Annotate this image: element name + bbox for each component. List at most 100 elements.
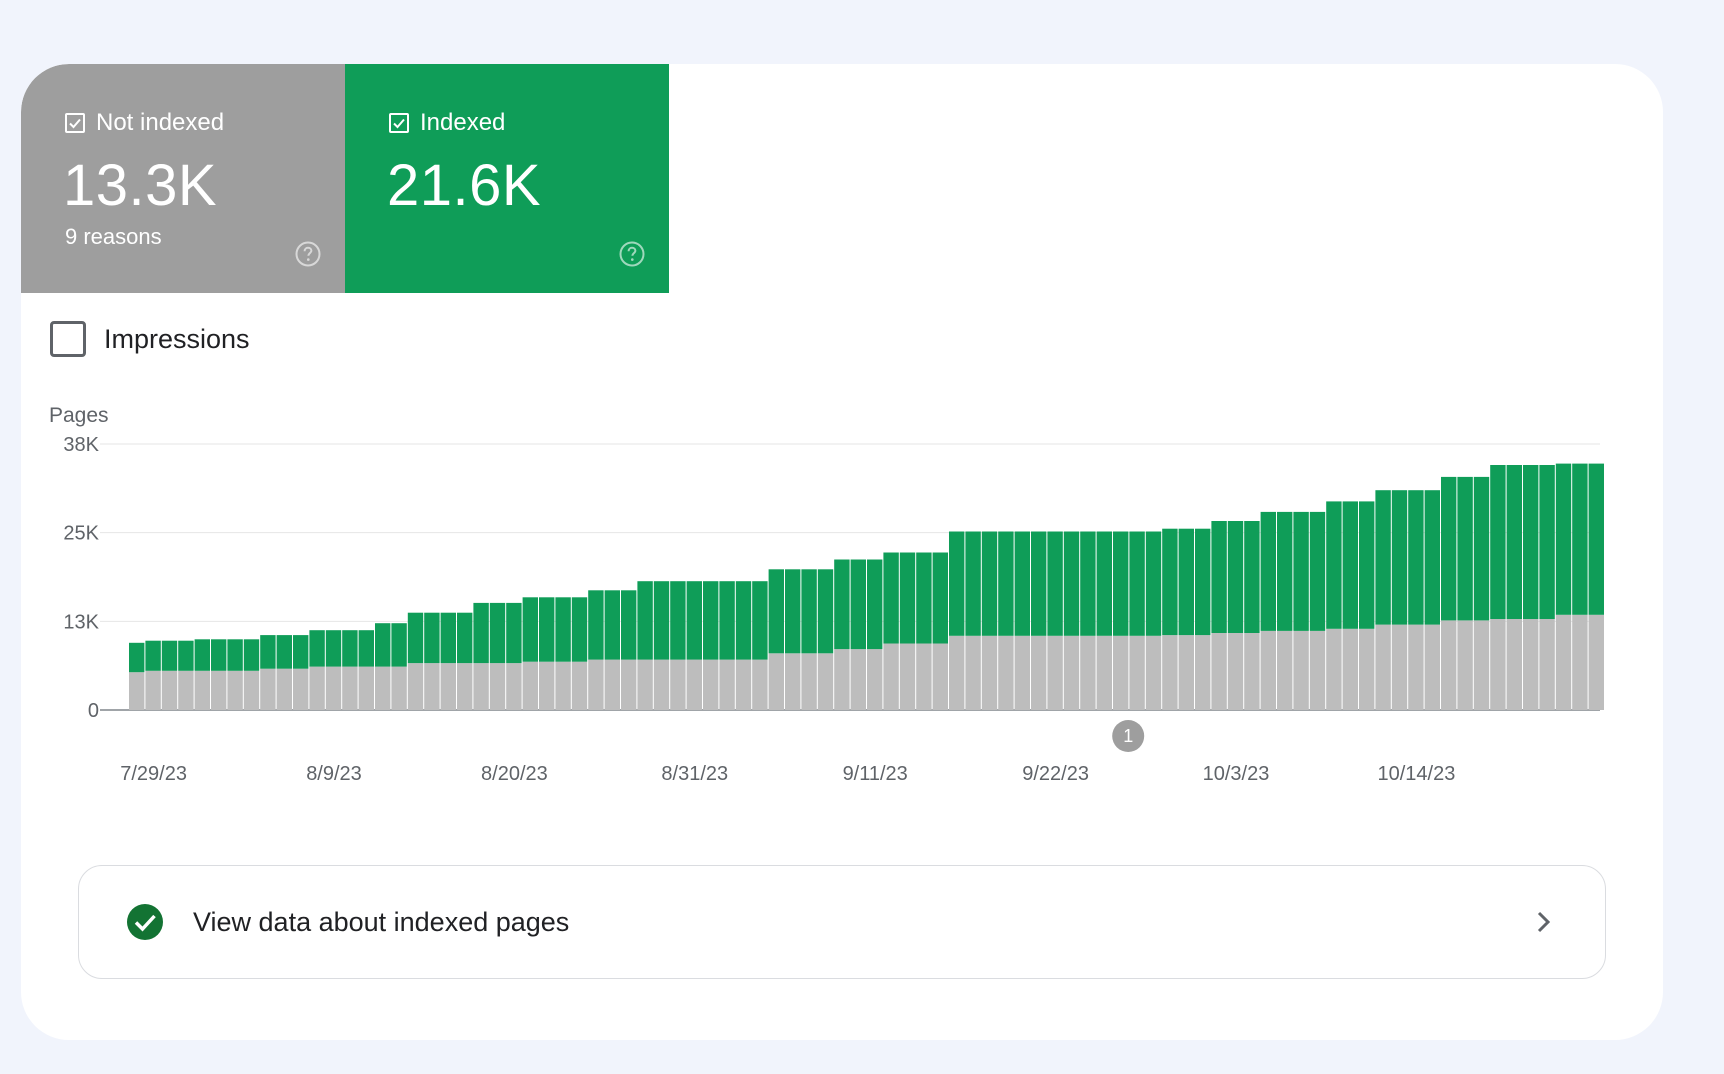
bar-not-indexed — [1309, 630, 1326, 710]
bar-not-indexed — [850, 649, 866, 710]
bar-not-indexed — [768, 653, 784, 710]
bar-not-indexed — [1342, 628, 1358, 710]
x-tick-label: 9/11/23 — [843, 763, 908, 785]
bar-not-indexed — [1080, 635, 1096, 710]
bar-indexed — [719, 581, 735, 660]
bar-not-indexed — [1326, 628, 1342, 710]
bar-indexed — [1145, 531, 1162, 636]
bar-not-indexed — [260, 668, 276, 710]
bar-indexed — [1178, 528, 1194, 636]
bar-not-indexed — [1145, 635, 1162, 710]
bar-indexed — [227, 639, 243, 671]
bar-indexed — [621, 590, 637, 660]
bar-not-indexed — [916, 643, 932, 710]
bar-indexed — [1375, 490, 1391, 625]
bar-not-indexed — [703, 659, 719, 710]
bar-indexed — [1080, 531, 1096, 636]
impressions-toggle[interactable]: Impressions — [50, 321, 250, 357]
bar-not-indexed — [391, 666, 407, 710]
bar-indexed — [1309, 511, 1326, 631]
bar-indexed — [473, 602, 489, 664]
bar-indexed — [1359, 501, 1375, 629]
view-indexed-pages-label: View data about indexed pages — [193, 906, 570, 937]
bar-indexed — [1424, 490, 1440, 625]
bar-indexed — [1211, 521, 1227, 633]
bar-indexed — [440, 612, 456, 664]
view-indexed-pages-link[interactable]: View data about indexed pages — [78, 865, 1606, 979]
bar-not-indexed — [539, 661, 555, 710]
bar-indexed — [932, 552, 948, 644]
bar-indexed — [1047, 531, 1063, 636]
annotation-marker[interactable]: 1 — [1112, 720, 1145, 752]
indexed-checkbox[interactable] — [389, 113, 409, 133]
bar-indexed — [1391, 490, 1408, 625]
bar-not-indexed — [178, 670, 194, 710]
bar-indexed — [735, 581, 752, 660]
bar-indexed — [588, 590, 604, 660]
bar-not-indexed — [1195, 635, 1211, 710]
bar-indexed — [1408, 490, 1424, 625]
pages-chart: Pages 0 13K 25K 38K 7/29/23 8/9/23 8/20/23 8/3… — [49, 404, 1604, 785]
bar-not-indexed — [1063, 635, 1080, 710]
bar-not-indexed — [588, 659, 604, 710]
bar-not-indexed — [670, 659, 686, 710]
help-icon[interactable] — [619, 241, 645, 267]
indexed-label: Indexed — [420, 109, 506, 136]
bar-indexed — [899, 552, 916, 644]
not-indexed-header: Not indexed — [65, 109, 224, 137]
bar-indexed — [1326, 501, 1342, 629]
bar-not-indexed — [817, 653, 834, 710]
bar-indexed — [752, 581, 768, 660]
bar-indexed — [571, 597, 588, 662]
bar-indexed — [949, 531, 965, 636]
bar-not-indexed — [686, 659, 702, 710]
x-tick-label: 9/22/23 — [1022, 763, 1089, 785]
bar-indexed — [965, 531, 981, 636]
bar-indexed — [424, 612, 440, 664]
bar-not-indexed — [1211, 633, 1227, 710]
bar-not-indexed — [1473, 620, 1490, 710]
bar-not-indexed — [1293, 630, 1309, 710]
bar-indexed — [817, 569, 834, 654]
bar-indexed — [325, 630, 342, 667]
bar-indexed — [129, 642, 145, 673]
bar-not-indexed — [276, 668, 292, 710]
page-indexing-card: Not indexed 13.3K 9 reasons Indexed 21.6… — [21, 64, 1663, 1040]
bar-not-indexed — [801, 653, 817, 710]
bar-indexed — [522, 597, 538, 662]
bar-indexed — [276, 635, 292, 669]
bar-indexed — [260, 635, 276, 669]
indexed-count: 21.6K — [387, 153, 542, 218]
bar-indexed — [1572, 463, 1588, 615]
bar-not-indexed — [1359, 628, 1375, 710]
bar-not-indexed — [506, 663, 522, 710]
bar-indexed — [998, 531, 1014, 636]
y-tick-labels: 0 13K 25K 38K — [63, 434, 99, 722]
bar-indexed — [1277, 511, 1293, 631]
bar-not-indexed — [1457, 620, 1473, 710]
bar-not-indexed — [1572, 614, 1588, 710]
bar-indexed — [1244, 521, 1260, 633]
bar-not-indexed — [1523, 619, 1539, 710]
indexed-tile[interactable]: Indexed 21.6K — [345, 64, 669, 293]
bar-not-indexed — [1441, 620, 1457, 710]
bar-indexed — [161, 640, 178, 671]
not-indexed-tile[interactable]: Not indexed 13.3K 9 reasons — [21, 64, 345, 293]
y-tick-label: 13K — [63, 611, 99, 633]
annotation-label: 1 — [1123, 726, 1133, 746]
bar-not-indexed — [227, 670, 243, 710]
bar-indexed — [243, 639, 260, 671]
bar-not-indexed — [899, 643, 916, 710]
bar-indexed — [1113, 531, 1129, 636]
bar-indexed — [1473, 476, 1490, 621]
impressions-checkbox[interactable] — [50, 321, 86, 357]
bar-indexed — [391, 623, 407, 667]
bar-indexed — [703, 581, 719, 660]
help-icon[interactable] — [295, 241, 321, 267]
bar-not-indexed — [555, 661, 571, 710]
bars — [129, 463, 1604, 710]
bar-indexed — [1342, 501, 1358, 629]
not-indexed-checkbox[interactable] — [65, 113, 85, 133]
bar-not-indexed — [735, 659, 752, 710]
bar-not-indexed — [621, 659, 637, 710]
